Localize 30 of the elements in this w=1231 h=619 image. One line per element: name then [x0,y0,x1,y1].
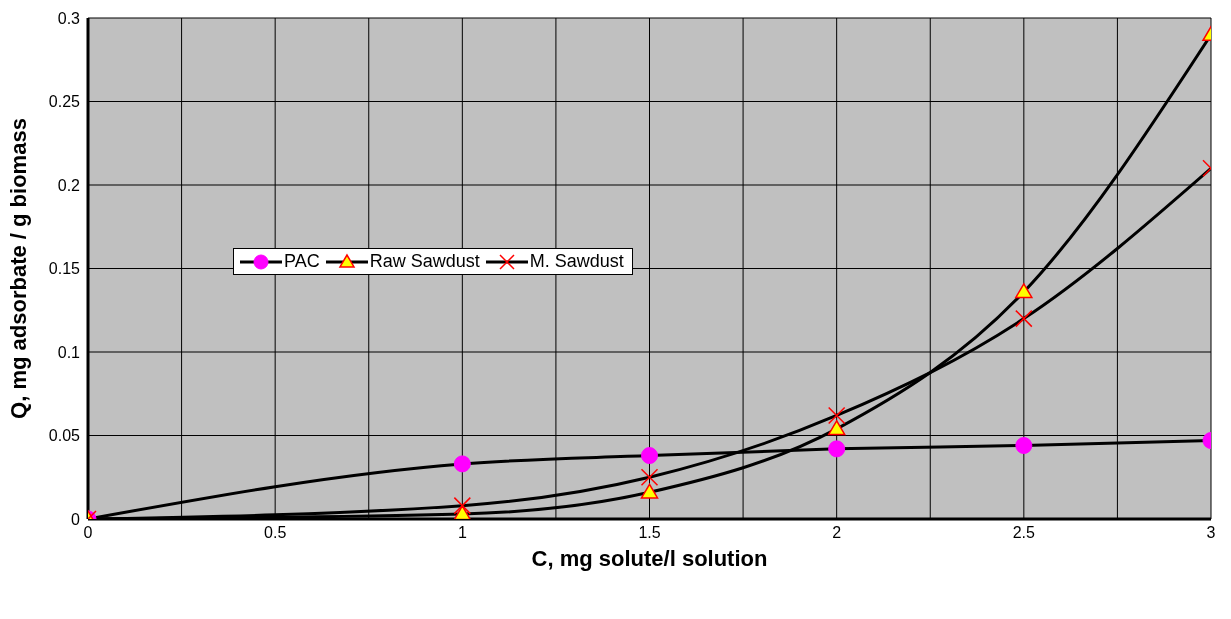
legend-label: M. Sawdust [529,251,624,272]
x-tick-label: 0.5 [264,524,287,542]
y-tick-label: 0 [71,510,81,528]
y-tick-label: 0.15 [48,260,81,278]
y-tick-label: 0.3 [57,9,81,27]
legend-label: Raw Sawdust [369,251,480,272]
x-tick-label: 3 [1206,524,1216,542]
x-tick-label: 0 [83,524,93,542]
point [640,468,659,486]
point [453,496,472,515]
x-tick-label: 1.5 [638,524,661,542]
point [1015,309,1033,328]
point [1015,437,1033,455]
point [827,420,846,436]
x-tick-label: 2 [832,524,842,542]
x-tick-label: 1 [457,524,467,542]
point [828,440,846,458]
y-tick-label: 0.25 [48,93,81,111]
point [453,455,471,473]
point [1015,283,1033,299]
legend-label: PAC [284,251,320,272]
y-tick-label: 0.05 [48,427,81,445]
point [641,447,658,465]
x-tick-label: 2.5 [1012,524,1036,542]
x-axis-title: C, mg solute/l solution [531,546,768,571]
y-tick-label: 0.2 [57,176,81,194]
point [640,483,659,499]
y-axis-title: Q, mg adsorbate / g biomass [5,118,31,419]
y-tick-label: 0.1 [57,343,81,361]
point [827,406,846,425]
